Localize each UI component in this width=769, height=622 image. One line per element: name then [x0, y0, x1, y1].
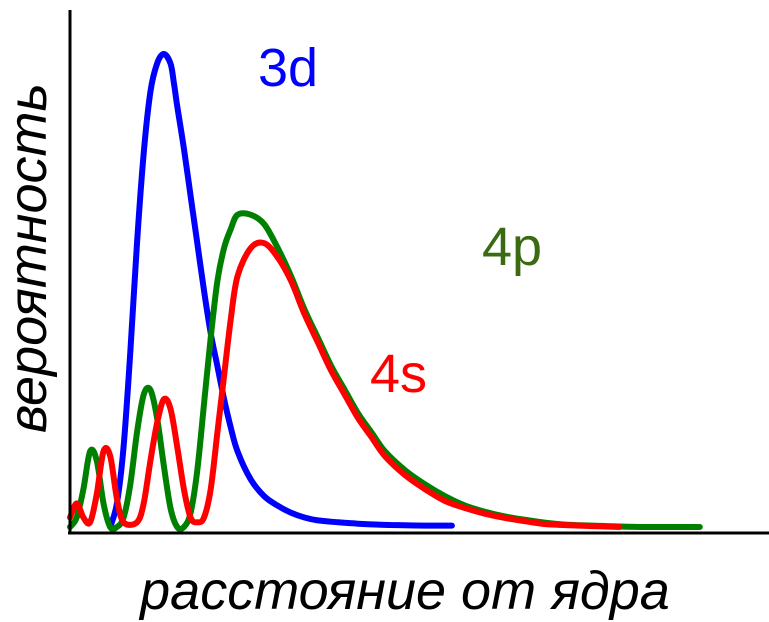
- series-label-4p: 4p: [482, 217, 542, 277]
- series-label-4s: 4s: [370, 344, 427, 404]
- series-label-3d: 3d: [258, 38, 318, 98]
- x-axis-label: расстояние от ядра: [138, 561, 670, 621]
- series-line-3d: [107, 51, 455, 530]
- curves-layer: [67, 51, 703, 533]
- series-labels-layer: 3d 4p 4s: [258, 38, 542, 404]
- y-axis-label: вероятность: [0, 83, 58, 433]
- series-line-4s: [67, 239, 623, 530]
